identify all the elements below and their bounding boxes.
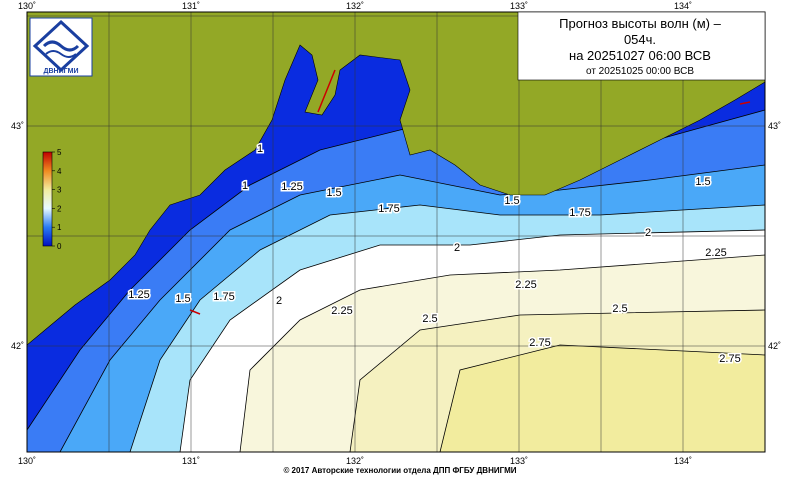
isoline-label: 1.5 <box>175 293 190 305</box>
land <box>27 12 765 346</box>
isoline-label: 1 <box>242 180 248 192</box>
isoline-label: 1.5 <box>326 187 341 199</box>
lon-label: 130˚ <box>18 1 36 11</box>
isoline-label: 2.25 <box>331 305 352 317</box>
isoline-label: 2 <box>454 242 460 254</box>
lon-label: 132˚ <box>346 456 364 466</box>
isoline-label: 1.75 <box>569 207 590 219</box>
subtitle: от 20251025 00:00 ВСВ <box>586 66 694 77</box>
lon-label: 132˚ <box>346 1 364 11</box>
lat-label: 43˚ <box>11 121 24 131</box>
isoline-label: 2.5 <box>612 303 627 315</box>
isoline <box>179 229 765 452</box>
colorbar <box>42 151 53 247</box>
isoline-label: 2.25 <box>515 279 536 291</box>
colorbar-label: 1 <box>57 223 62 232</box>
lon-label: 131˚ <box>182 1 200 11</box>
colorbar-label: 3 <box>57 186 62 195</box>
colorbar-label: 5 <box>57 148 62 157</box>
wind-arrow <box>739 101 751 105</box>
lon-label: 133˚ <box>510 456 528 466</box>
wave-band <box>27 345 765 452</box>
lat-label: 42˚ <box>768 341 781 351</box>
colorbar-label: 2 <box>57 204 62 213</box>
lon-label: 131˚ <box>182 456 200 466</box>
footer: © 2017 Авторские технологии отдела ДПП Ф… <box>283 466 516 475</box>
isoline-label: 1.5 <box>695 176 710 188</box>
isoline <box>239 254 765 452</box>
colorbar-label: 0 <box>57 242 62 251</box>
lon-label: 130˚ <box>18 456 36 466</box>
title: 054ч. <box>624 32 656 47</box>
lat-label: 42˚ <box>11 341 24 351</box>
lon-label: 133˚ <box>510 1 528 11</box>
lat-label: 43˚ <box>768 121 781 131</box>
lon-label: 134˚ <box>674 1 692 11</box>
isoline-label: 1.5 <box>504 195 519 207</box>
isoline <box>349 309 765 452</box>
isoline <box>129 204 765 452</box>
isoline-label: 2.5 <box>422 313 437 325</box>
title: Прогноз высоты волн (м) – <box>559 16 721 31</box>
isoline-label: 2 <box>645 227 651 239</box>
logo: ДВНИГМИ <box>29 17 93 77</box>
isoline-label: 2.75 <box>719 353 740 365</box>
isoline-label: 2 <box>276 295 282 307</box>
title-box: Прогноз высоты волн (м) – 054ч. на 20251… <box>517 11 766 81</box>
isoline-label: 1.25 <box>128 289 149 301</box>
isoline-label: 2.75 <box>529 337 550 349</box>
wind-arrow <box>189 309 201 315</box>
isoline-label: 2.25 <box>705 247 726 259</box>
wind-arrow <box>317 69 336 113</box>
isoline-label: 1.25 <box>281 181 302 193</box>
isoline-label: 1.75 <box>378 203 399 215</box>
lon-label: 134˚ <box>674 456 692 466</box>
colorbar-label: 4 <box>57 167 62 176</box>
isoline-label: 1 <box>257 143 263 155</box>
logo-text: ДВНИГМИ <box>44 68 79 75</box>
map-frame <box>26 11 766 453</box>
title: на 20251027 06:00 ВСВ <box>569 48 711 63</box>
isoline <box>59 164 765 452</box>
isoline-label: 1.75 <box>213 291 234 303</box>
isoline <box>439 344 765 452</box>
